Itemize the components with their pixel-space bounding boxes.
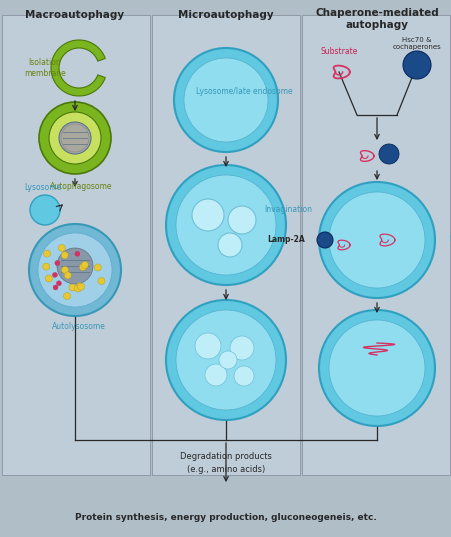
Circle shape — [228, 206, 256, 234]
Circle shape — [53, 285, 58, 290]
Circle shape — [403, 51, 431, 79]
Circle shape — [43, 263, 50, 270]
Text: Lysosome: Lysosome — [449, 236, 451, 244]
Circle shape — [166, 300, 286, 420]
Circle shape — [74, 285, 81, 292]
Text: Degradation products: Degradation products — [180, 452, 272, 461]
Circle shape — [218, 233, 242, 257]
Text: autophagy: autophagy — [345, 20, 409, 30]
Text: Protein synthesis, energy production, gluconeogeneis, etc.: Protein synthesis, energy production, gl… — [75, 513, 377, 523]
Circle shape — [319, 182, 435, 298]
Circle shape — [44, 250, 51, 257]
Circle shape — [38, 233, 112, 307]
Circle shape — [59, 122, 91, 154]
Text: Lysosome: Lysosome — [24, 184, 62, 192]
Circle shape — [69, 284, 76, 291]
Text: Lysosome/late endosome: Lysosome/late endosome — [196, 88, 292, 97]
Circle shape — [317, 232, 333, 248]
Text: Autophagosome: Autophagosome — [50, 182, 112, 191]
Circle shape — [61, 266, 69, 273]
Text: (e.g., amino acids): (e.g., amino acids) — [187, 465, 265, 474]
Circle shape — [29, 224, 121, 316]
Circle shape — [46, 275, 52, 282]
Text: Isolation
membrane: Isolation membrane — [24, 59, 66, 78]
Text: Chaperone-mediated: Chaperone-mediated — [315, 8, 439, 18]
Circle shape — [205, 364, 227, 386]
Circle shape — [39, 102, 111, 174]
Circle shape — [166, 165, 286, 285]
Bar — [302, 15, 450, 475]
Bar — [2, 15, 150, 475]
Circle shape — [319, 310, 435, 426]
Circle shape — [184, 58, 268, 142]
Circle shape — [98, 278, 105, 285]
Circle shape — [195, 333, 221, 359]
Circle shape — [55, 260, 60, 266]
Polygon shape — [51, 40, 106, 96]
Circle shape — [219, 351, 237, 369]
Circle shape — [58, 244, 65, 251]
Circle shape — [176, 175, 276, 275]
Text: Hsc70 &
cochaperones: Hsc70 & cochaperones — [393, 37, 442, 49]
Circle shape — [64, 293, 70, 300]
Circle shape — [230, 336, 254, 360]
Bar — [152, 15, 300, 475]
Circle shape — [329, 192, 425, 288]
Circle shape — [64, 272, 71, 279]
Text: Microautophagy: Microautophagy — [178, 10, 274, 20]
Circle shape — [379, 144, 399, 164]
Circle shape — [234, 366, 254, 386]
Text: Autolysosome: Autolysosome — [52, 322, 106, 331]
Circle shape — [94, 264, 101, 271]
Circle shape — [76, 282, 83, 289]
Circle shape — [49, 112, 101, 164]
Circle shape — [79, 264, 87, 271]
Circle shape — [61, 252, 68, 259]
Circle shape — [75, 251, 80, 256]
Text: Substrate: Substrate — [320, 47, 358, 56]
Circle shape — [52, 272, 57, 278]
Circle shape — [329, 320, 425, 416]
Circle shape — [56, 281, 61, 286]
Text: Invagination: Invagination — [264, 206, 312, 214]
Circle shape — [81, 262, 88, 268]
Circle shape — [61, 124, 89, 152]
Circle shape — [176, 310, 276, 410]
Circle shape — [78, 283, 85, 290]
Circle shape — [30, 195, 60, 225]
Circle shape — [192, 199, 224, 231]
Text: Lamp-2A: Lamp-2A — [267, 236, 305, 244]
Circle shape — [57, 248, 93, 284]
Text: Macroautophagy: Macroautophagy — [25, 10, 124, 20]
Circle shape — [174, 48, 278, 152]
